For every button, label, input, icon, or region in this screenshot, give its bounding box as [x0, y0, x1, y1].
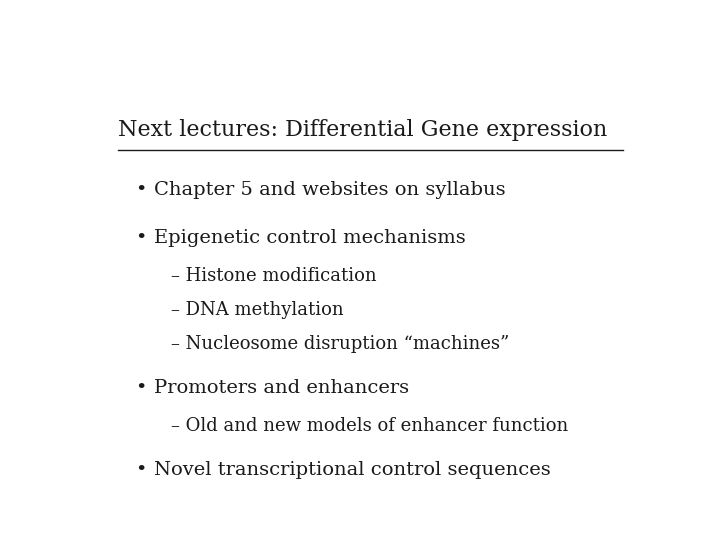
- Text: – Old and new models of enhancer function: – Old and new models of enhancer functio…: [171, 417, 568, 435]
- Text: •: •: [135, 461, 146, 479]
- Text: Chapter 5 and websites on syllabus: Chapter 5 and websites on syllabus: [154, 181, 505, 199]
- Text: – Nucleosome disruption “machines”: – Nucleosome disruption “machines”: [171, 335, 509, 354]
- Text: Epigenetic control mechanisms: Epigenetic control mechanisms: [154, 229, 466, 247]
- Text: Promoters and enhancers: Promoters and enhancers: [154, 379, 409, 397]
- Text: •: •: [135, 181, 146, 199]
- Text: Novel transcriptional control sequences: Novel transcriptional control sequences: [154, 461, 551, 479]
- Text: – Histone modification: – Histone modification: [171, 267, 377, 285]
- Text: Next lectures: Differential Gene expression: Next lectures: Differential Gene express…: [118, 119, 607, 141]
- Text: •: •: [135, 379, 146, 397]
- Text: – DNA methylation: – DNA methylation: [171, 301, 343, 319]
- Text: •: •: [135, 229, 146, 247]
